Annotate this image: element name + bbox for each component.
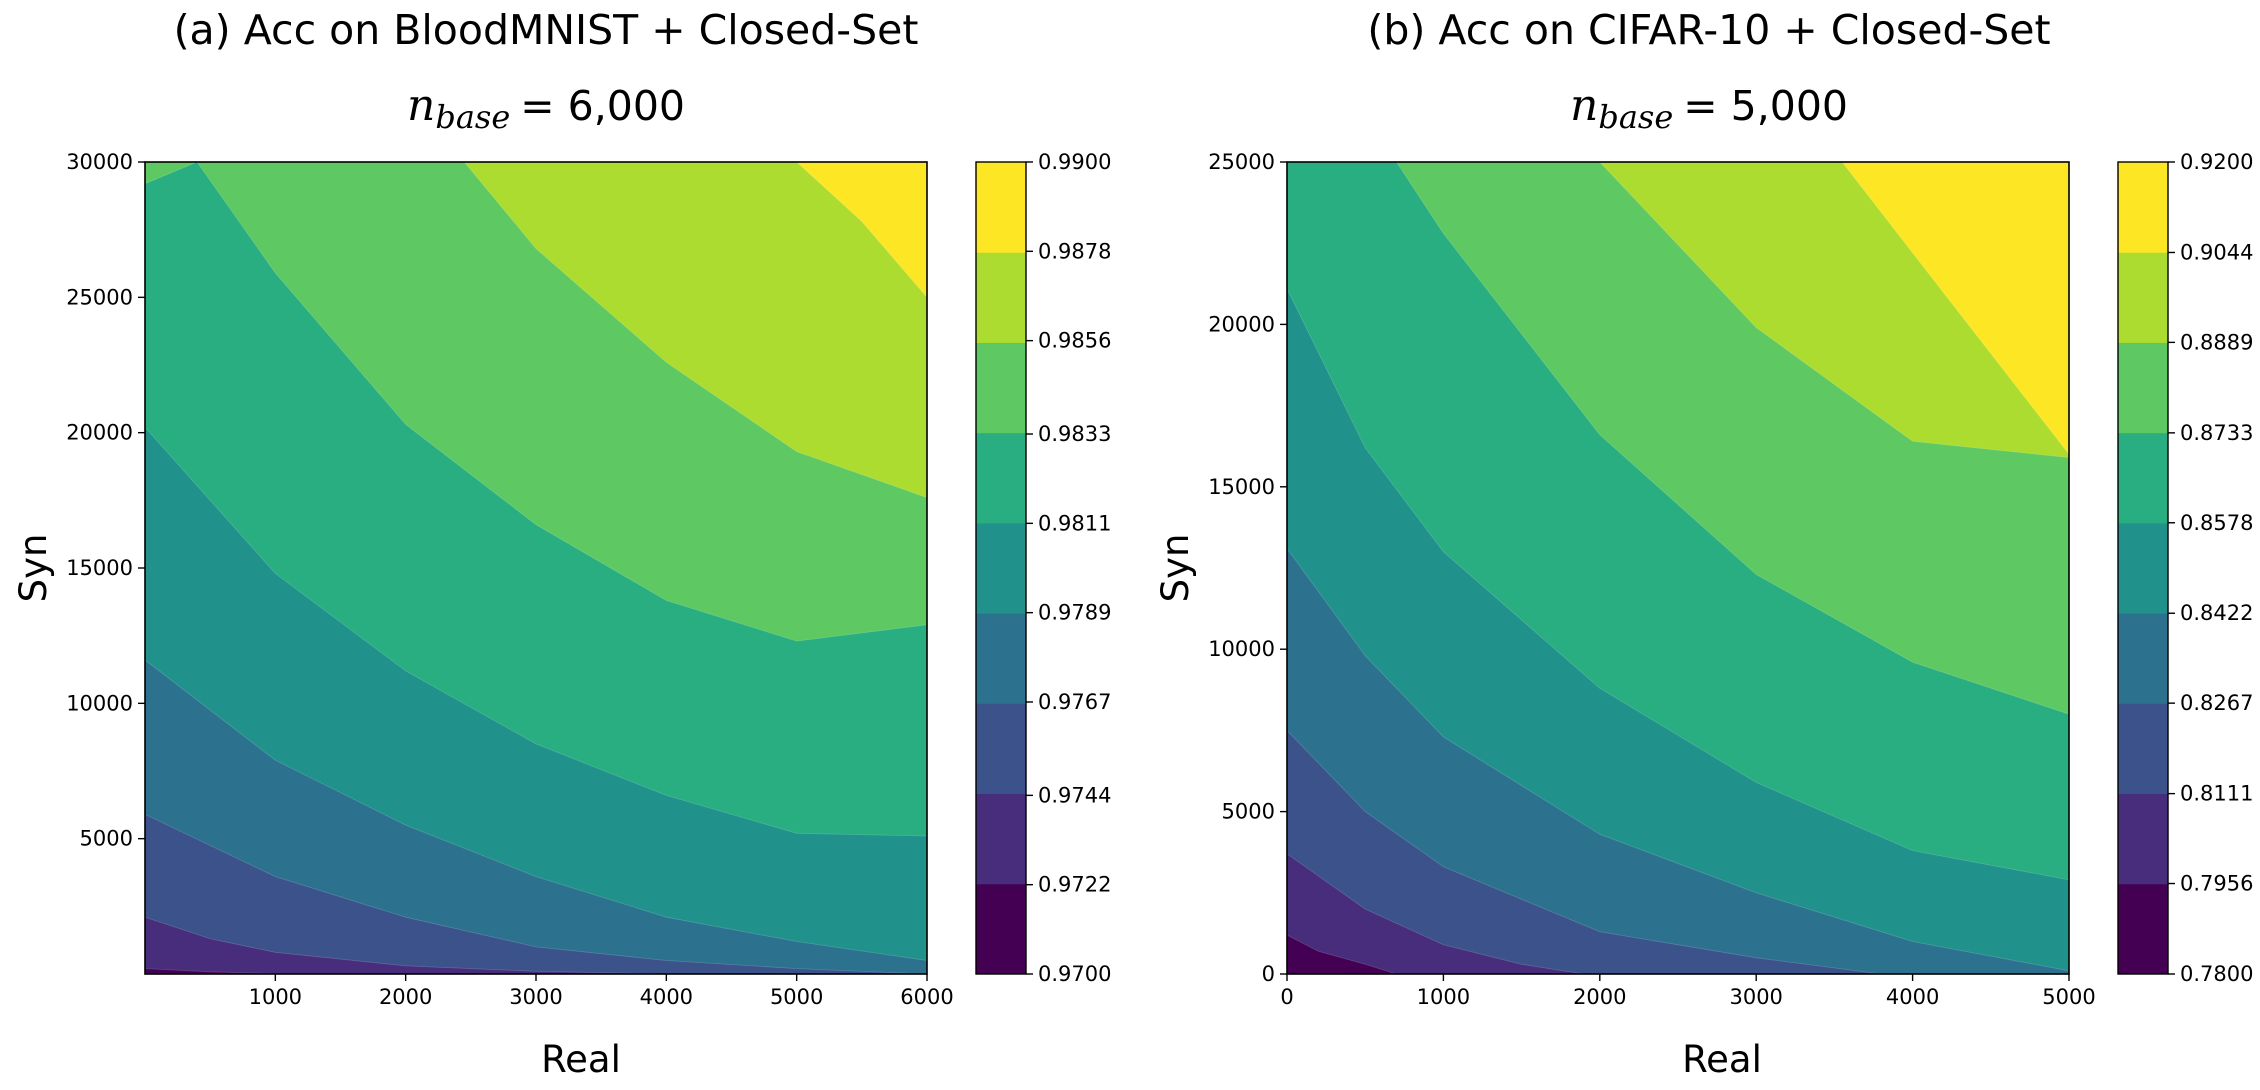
y-tick-label: 30000 bbox=[66, 150, 133, 174]
y-tick-label: 5000 bbox=[80, 827, 133, 851]
colorbar-segment bbox=[2118, 703, 2168, 795]
x-tick-label: 5000 bbox=[2042, 985, 2095, 1009]
y-axis-label: Syn bbox=[12, 534, 55, 603]
colorbar: 0.7800 0.7956 0.8111 0.8267 0.8422 0.8578 0.87… bbox=[2117, 150, 2253, 986]
colorbar-segment bbox=[976, 252, 1026, 343]
subtitle-subscript: base bbox=[435, 98, 510, 136]
subtitle-subscript: base bbox=[1598, 98, 1673, 136]
colorbar-tick-label: 0.8111 bbox=[2180, 782, 2253, 806]
y-tick-label: 15000 bbox=[1208, 475, 1275, 499]
contour-band bbox=[145, 162, 927, 498]
colorbar-frame bbox=[975, 161, 1027, 975]
colorbar-tick-label: 0.9200 bbox=[2180, 150, 2253, 174]
colorbar-tick-label: 0.8578 bbox=[2180, 511, 2253, 535]
colorbar-segment bbox=[2118, 613, 2168, 704]
x-tick-label: 4000 bbox=[640, 985, 693, 1009]
x-axis-ticks: 0 1000 2000 3000 4000 5000 bbox=[1280, 974, 2096, 1009]
colorbar-tick-label: 0.9700 bbox=[1038, 962, 1111, 986]
y-tick-label: 25000 bbox=[1208, 150, 1275, 174]
plot-frame bbox=[1286, 161, 2070, 975]
chart-title: (a) Acc on BloodMNIST + Closed-Set bbox=[174, 6, 919, 54]
y-tick-label: 10000 bbox=[1208, 637, 1275, 661]
colorbar-tick-label: 0.9900 bbox=[1038, 150, 1111, 174]
contour-band bbox=[145, 162, 927, 298]
colorbar-tick-label: 0.7956 bbox=[2180, 872, 2253, 896]
colorbar-segment bbox=[976, 883, 1026, 975]
colorbar-frame bbox=[2117, 161, 2169, 975]
colorbar: 0.9700 0.9722 0.9744 0.9767 0.9789 0.9811 0.98… bbox=[975, 150, 1111, 986]
colorbar-segment bbox=[2118, 162, 2168, 253]
colorbar-tick-label: 0.9044 bbox=[2180, 240, 2253, 264]
y-tick-label: 10000 bbox=[66, 691, 133, 715]
contour-panel-bloodmnist: (a) Acc on BloodMNIST + Closed-Set nbase… bbox=[12, 6, 1111, 1081]
subtitle-variable: n bbox=[407, 80, 435, 131]
colorbar-tick-label: 0.9833 bbox=[1038, 422, 1111, 446]
colorbar-segment bbox=[2118, 432, 2168, 524]
y-tick-label: 20000 bbox=[1208, 312, 1275, 336]
colorbar-tick-label: 0.9767 bbox=[1038, 690, 1111, 714]
x-tick-label: 0 bbox=[1280, 985, 1293, 1009]
colorbar-segment bbox=[976, 793, 1026, 885]
colorbar-tick-label: 0.9811 bbox=[1038, 511, 1111, 535]
colorbar-tick-label: 0.9722 bbox=[1038, 873, 1111, 897]
x-tick-label: 3000 bbox=[509, 985, 562, 1009]
colorbar-tick-label: 0.9744 bbox=[1038, 783, 1111, 807]
colorbar-segment bbox=[976, 522, 1026, 614]
y-tick-label: 20000 bbox=[66, 421, 133, 445]
x-tick-label: 3000 bbox=[1729, 985, 1782, 1009]
chart-title: (b) Acc on CIFAR-10 + Closed-Set bbox=[1367, 6, 2050, 54]
x-tick-label: 5000 bbox=[770, 985, 823, 1009]
y-tick-label: 5000 bbox=[1222, 800, 1275, 824]
colorbar-tick-label: 0.7800 bbox=[2180, 962, 2253, 986]
x-tick-label: 6000 bbox=[900, 985, 953, 1009]
colorbar-segment bbox=[2118, 252, 2168, 343]
colorbar-segment bbox=[976, 432, 1026, 524]
colorbar-tick-label: 0.8422 bbox=[2180, 601, 2253, 625]
x-axis-label: Real bbox=[541, 1038, 621, 1081]
colorbar-tick-label: 0.8267 bbox=[2180, 691, 2253, 715]
colorbar-segment bbox=[976, 703, 1026, 795]
colorbar-segment bbox=[2118, 342, 2168, 434]
colorbar-segment bbox=[2118, 883, 2168, 975]
colorbar-segment bbox=[976, 613, 1026, 704]
x-axis-label: Real bbox=[1682, 1038, 1762, 1081]
colorbar-tick-label: 0.8733 bbox=[2180, 421, 2253, 445]
x-axis-ticks: 1000 2000 3000 4000 5000 6000 bbox=[249, 974, 954, 1009]
colorbar-segment bbox=[2118, 522, 2168, 614]
colorbar-tick-label: 0.8889 bbox=[2180, 330, 2253, 354]
x-tick-label: 2000 bbox=[1573, 985, 1626, 1009]
y-tick-label: 15000 bbox=[66, 556, 133, 580]
colorbar-segment bbox=[2118, 793, 2168, 885]
x-tick-label: 4000 bbox=[1886, 985, 1939, 1009]
chart-subtitle: nbase = 6,000 bbox=[407, 80, 685, 136]
contour-plot-area bbox=[1287, 162, 2069, 974]
colorbar-segment bbox=[976, 162, 1026, 253]
colorbar-tick-label: 0.9789 bbox=[1038, 601, 1111, 625]
subtitle-value: = 5,000 bbox=[1683, 82, 1848, 130]
contour-band bbox=[1287, 162, 2069, 458]
y-tick-label: 25000 bbox=[66, 285, 133, 309]
chart-subtitle: nbase = 5,000 bbox=[1570, 80, 1848, 136]
contour-plot-area bbox=[145, 162, 927, 974]
y-axis-ticks: 0 5000 10000 15000 20000 25000 bbox=[1208, 150, 1287, 986]
colorbar-tick-label: 0.9878 bbox=[1038, 239, 1111, 263]
contour-band bbox=[1287, 162, 2069, 455]
colorbar-tick-label: 0.9856 bbox=[1038, 329, 1111, 353]
y-axis-label: Syn bbox=[1154, 534, 1197, 603]
subtitle-variable: n bbox=[1570, 80, 1598, 131]
x-tick-label: 2000 bbox=[379, 985, 432, 1009]
colorbar-segment bbox=[976, 342, 1026, 434]
y-axis-ticks: 5000 10000 15000 20000 25000 30000 bbox=[66, 150, 145, 851]
y-tick-label: 0 bbox=[1262, 962, 1275, 986]
subtitle-value: = 6,000 bbox=[520, 82, 685, 130]
contour-panel-cifar10: (b) Acc on CIFAR-10 + Closed-Set nbase = … bbox=[1154, 6, 2253, 1081]
x-tick-label: 1000 bbox=[1417, 985, 1470, 1009]
x-tick-label: 1000 bbox=[249, 985, 302, 1009]
